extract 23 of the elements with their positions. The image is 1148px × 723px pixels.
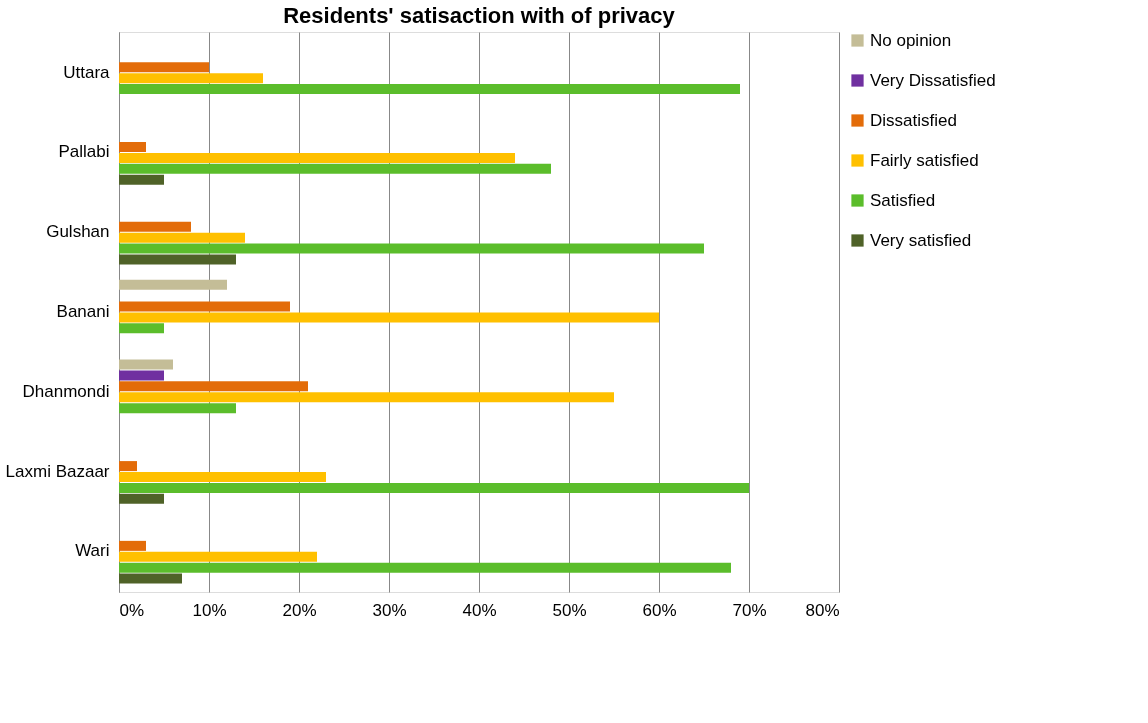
x-tick-label: 60%	[642, 600, 677, 620]
y-tick-label: Banani	[56, 302, 110, 321]
legend-label: Fairly satisfied	[870, 150, 979, 170]
legend-label: Very Dissatisfied	[870, 70, 996, 90]
x-tick-label: 30%	[372, 600, 407, 620]
x-tick-label: 0%	[119, 600, 145, 620]
x-tick-label: 50%	[552, 600, 587, 620]
y-tick-label: Pallabi	[58, 142, 110, 162]
legend-label: No opinion	[870, 30, 952, 50]
legend-label: Satisfied	[870, 190, 936, 210]
x-tick-label: 20%	[282, 600, 317, 620]
y-tick-label: Wari	[75, 541, 110, 561]
y-tick-label: Uttara	[63, 62, 111, 82]
legend-label: Very satisfied	[870, 230, 972, 250]
x-tick-label: 10%	[192, 600, 227, 620]
y-tick-label: Gulshan	[46, 222, 110, 242]
x-tick-label: 70%	[732, 600, 767, 620]
y-tick-label: Laxmi Bazaar	[5, 461, 110, 481]
y-tick-label: Dhanmondi	[22, 381, 110, 401]
x-tick-label: 40%	[462, 600, 497, 620]
chart-title: Residents' satisaction with of privacy	[283, 3, 676, 28]
x-tick-label: 80%	[805, 600, 840, 620]
legend-label: Dissatisfied	[870, 110, 957, 130]
